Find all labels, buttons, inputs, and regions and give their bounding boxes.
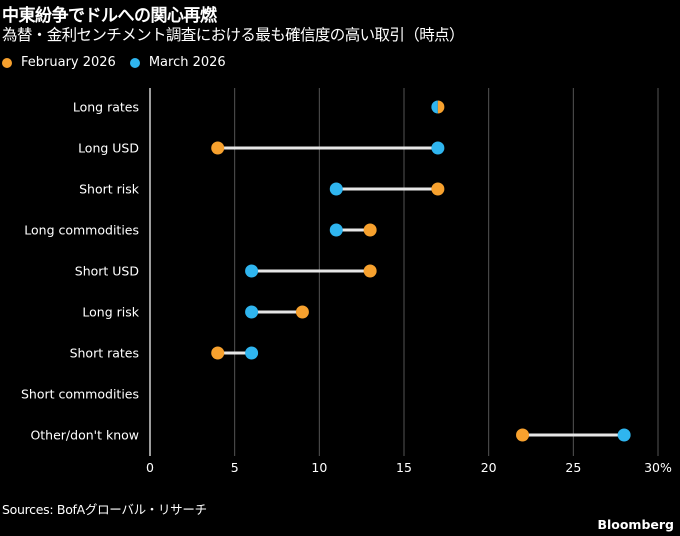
point-february (516, 428, 530, 442)
point-march (329, 223, 343, 237)
x-tick-label: 5 (231, 460, 239, 475)
bloomberg-logo: Bloomberg (597, 517, 674, 532)
x-tick-label: 10 (311, 460, 327, 475)
legend-label-february: February 2026 (21, 55, 116, 70)
point-march (245, 346, 259, 360)
point-march (431, 141, 445, 155)
category-label: Short commodities (21, 387, 139, 402)
source-note: Sources: BofAグローバル・リサーチ (2, 502, 207, 517)
dumbbell-chart: 0 5 10 15 20 25 30% Long rates Long USD Short ris… (21, 88, 672, 475)
point-february (437, 100, 445, 114)
category-label: Short risk (79, 182, 140, 197)
point-march (245, 264, 259, 278)
point-march (329, 182, 343, 196)
point-march (431, 100, 438, 114)
chart-title: 中東紛争でドルへの関心再燃 (2, 6, 217, 26)
legend: February 2026 March 2026 (2, 55, 240, 70)
point-march (617, 428, 631, 442)
x-tick-label: 30% (644, 460, 672, 475)
category-label: Short USD (75, 264, 139, 279)
category-label: Short rates (70, 346, 139, 361)
chart-subtitle: 為替・金利センチメント調査における最も確信度の高い取引（時点） (2, 26, 465, 44)
x-tick-label: 20 (481, 460, 497, 475)
legend-item-february: February 2026 (2, 55, 116, 70)
category-label: Long commodities (24, 223, 139, 238)
x-tick-label: 15 (396, 460, 412, 475)
point-february (431, 182, 445, 196)
legend-item-march: March 2026 (129, 55, 226, 70)
category-label: Long rates (73, 100, 139, 115)
legend-swatch-february (2, 57, 12, 68)
x-tick-label: 25 (565, 460, 581, 475)
legend-label-march: March 2026 (148, 55, 226, 70)
x-tick-label: 0 (146, 460, 154, 475)
point-march (245, 305, 259, 319)
point-february (295, 305, 309, 319)
legend-swatch-march (129, 57, 140, 68)
point-february (363, 264, 377, 278)
point-february (363, 223, 377, 237)
category-label: Long USD (78, 141, 139, 156)
category-label: Other/don't know (30, 428, 139, 443)
point-february (211, 346, 225, 360)
point-february (211, 141, 225, 155)
category-label: Long risk (82, 305, 139, 320)
